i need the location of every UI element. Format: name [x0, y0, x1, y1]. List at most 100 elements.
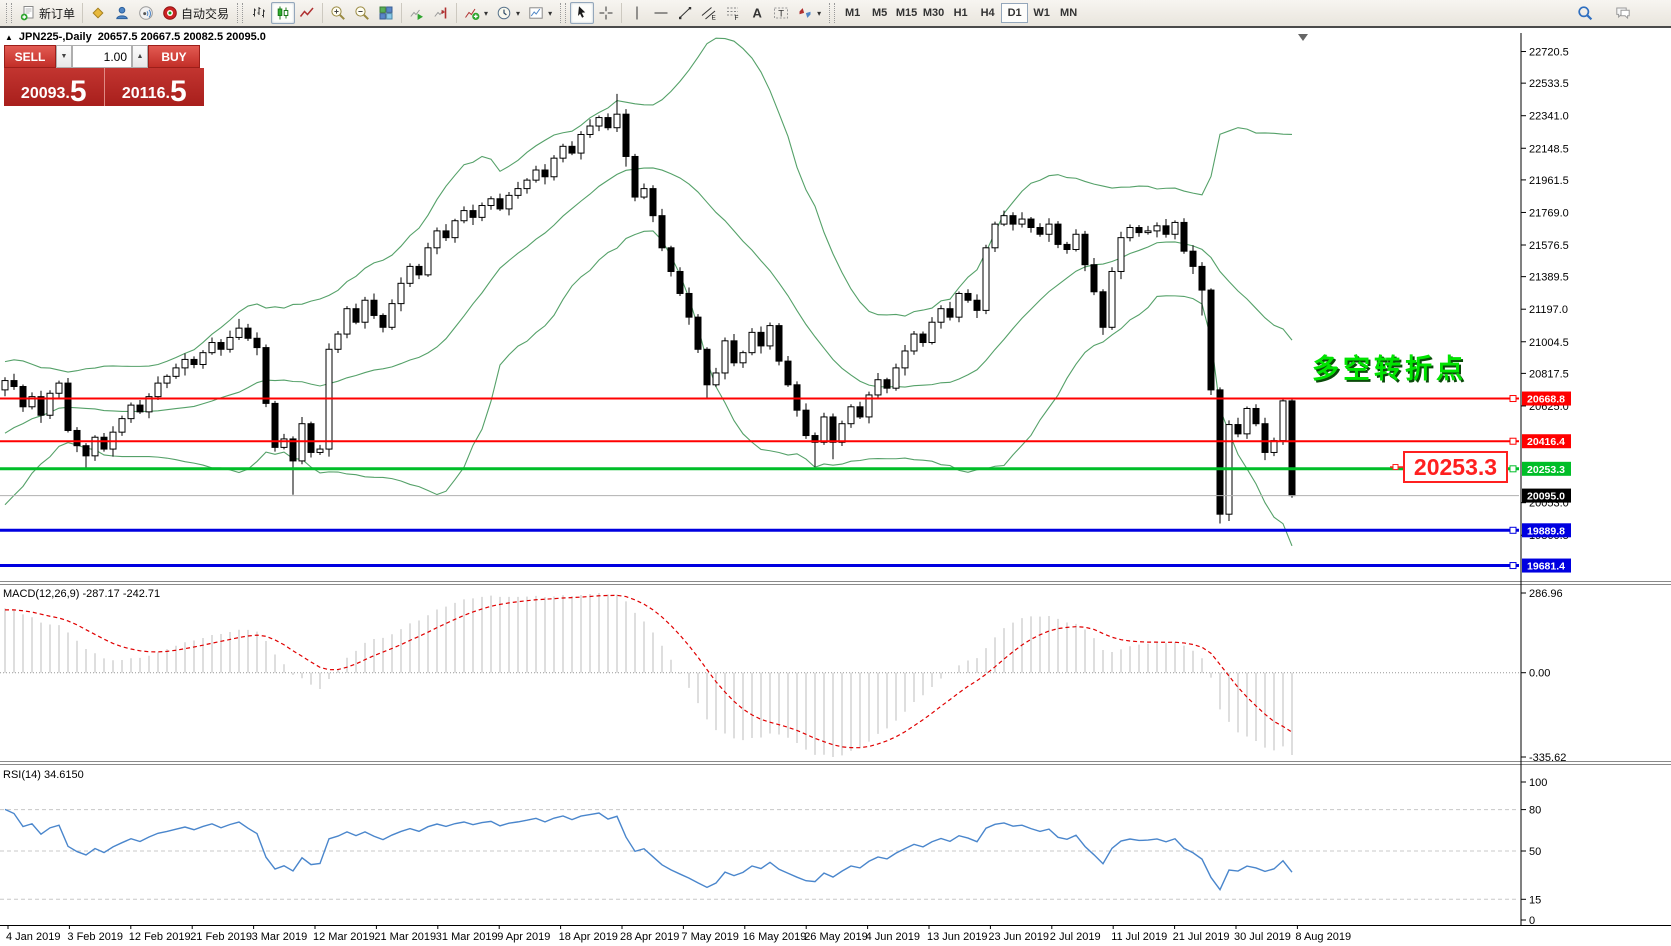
hline-anchor[interactable]	[1509, 437, 1517, 445]
shift-marker-icon[interactable]	[1298, 34, 1308, 41]
bear-candle	[217, 342, 225, 350]
hline-anchor[interactable]	[1509, 465, 1517, 473]
chart-background[interactable]	[0, 28, 1671, 946]
auto-scroll-button[interactable]	[405, 2, 429, 24]
bear-candle	[1162, 225, 1170, 235]
bull-candle	[460, 210, 468, 222]
new-chart-button[interactable]	[86, 2, 110, 24]
bull-candle	[874, 379, 882, 396]
signal-button[interactable]	[134, 2, 158, 24]
timeframe-h4-button[interactable]: H4	[980, 7, 995, 19]
date-label: 21 Mar 2019	[374, 931, 436, 943]
timeframe-m1-button[interactable]: M1	[844, 7, 861, 19]
cursor-button[interactable]	[570, 2, 595, 24]
bull-candle	[334, 333, 342, 350]
sell-price[interactable]: 20093. 5	[20, 75, 87, 108]
timeframe-h1-button[interactable]: H1	[953, 7, 968, 19]
ohlc-values: 20657.5 20667.5 20082.5 20095.0	[97, 31, 266, 43]
timeframe-w1-button[interactable]: W1	[1033, 7, 1050, 19]
toolbar-separator	[456, 3, 458, 23]
bull-candle	[433, 230, 441, 249]
timeframe-d1-button[interactable]: D1	[1001, 3, 1029, 23]
price-tick-label: 21004.5	[1529, 337, 1569, 349]
arrows-button[interactable]: ▾	[793, 2, 825, 24]
bull-candle	[118, 418, 126, 433]
price-box-anchor[interactable]	[1392, 464, 1399, 470]
hline-anchor[interactable]	[1509, 395, 1517, 403]
date-label: 13 Jun 2019	[927, 931, 988, 943]
turning-point-annotation[interactable]: 多空转折点	[1312, 353, 1467, 384]
chart-shift-button[interactable]	[429, 2, 453, 24]
toolbar-grip[interactable]	[237, 3, 244, 23]
timeframe-m5-button[interactable]: M5	[871, 7, 888, 19]
toolbar-grip[interactable]	[829, 3, 836, 23]
bull-candle	[514, 188, 522, 196]
fibonacci-button[interactable]: F	[721, 2, 745, 24]
buy-price[interactable]: 20116. 5	[103, 68, 205, 107]
bull-candle	[343, 308, 351, 335]
macd-axis-label: 0.00	[1529, 668, 1550, 680]
bear-candle	[685, 292, 693, 318]
horizontal-line-icon	[654, 12, 668, 14]
volume-increase-button[interactable]: ▲	[132, 45, 148, 68]
zoom-in-button[interactable]	[326, 2, 350, 24]
hline-axis-label-bg	[1522, 391, 1571, 406]
hline-anchor[interactable]	[1509, 526, 1517, 534]
line-chart-button[interactable]	[295, 2, 319, 24]
volume-decrease-button[interactable]: ▼	[56, 45, 72, 68]
text-label-button[interactable]: T	[769, 2, 793, 24]
price-chart-canvas[interactable]: 22720.5 22533.5 22341.0 22148.5 21961.5 21769…	[0, 28, 1671, 946]
timeframe-m15-button[interactable]: M15	[895, 7, 918, 19]
rsi-line[interactable]	[4, 808, 1293, 892]
chat-button[interactable]	[1611, 2, 1635, 24]
bear-candle	[811, 435, 819, 443]
indicators-button[interactable]: ▾	[460, 2, 492, 24]
toolbar-grip[interactable]	[6, 3, 12, 23]
bollinger-upper-band[interactable]	[4, 37, 1293, 373]
bull-candle	[1153, 225, 1161, 232]
bear-candle	[82, 445, 90, 457]
bear-candle	[415, 265, 423, 276]
rsi-axis-label: 50	[1529, 846, 1541, 858]
sell-button[interactable]: SELL	[4, 45, 56, 68]
bull-candle	[361, 299, 369, 323]
bull-candle	[1171, 221, 1179, 235]
equidistant-channel-button[interactable]: E	[697, 2, 721, 24]
bull-candle	[982, 247, 990, 311]
tile-windows-button[interactable]	[374, 2, 398, 24]
auto-scroll-icon	[410, 9, 424, 20]
timeframe-m30-button[interactable]: M30	[922, 7, 945, 19]
trend-line-button[interactable]	[673, 2, 697, 24]
hline-anchor[interactable]	[1509, 562, 1517, 570]
turning-point-shadow: 多空转折点	[1314, 355, 1469, 386]
search-button[interactable]	[1573, 2, 1597, 24]
timeframe-mn-button[interactable]: MN	[1060, 7, 1078, 19]
crosshair-button[interactable]	[594, 2, 618, 24]
profile-button[interactable]	[110, 2, 134, 24]
bear-candle	[1261, 423, 1269, 453]
dropdown-arrow-icon: ▾	[548, 8, 553, 18]
vertical-line-button[interactable]	[625, 2, 649, 24]
date-label: 16 May 2019	[743, 931, 807, 943]
new-order-button[interactable]: 新订单	[16, 2, 79, 24]
zoom-out-button[interactable]	[350, 2, 374, 24]
date-label: 4 Jun 2019	[866, 931, 920, 943]
buy-button[interactable]: BUY	[148, 45, 200, 68]
price-tick-label: 22341.0	[1529, 111, 1569, 123]
text-button[interactable]: A	[745, 2, 769, 24]
bull-candle	[28, 396, 36, 408]
price-box[interactable]	[1403, 451, 1508, 483]
collapse-chart-icon[interactable]: ▲	[5, 32, 13, 42]
periods-button[interactable]: ▾	[492, 2, 524, 24]
price-tick-label: 21576.5	[1529, 240, 1569, 252]
volume-input[interactable]	[72, 45, 132, 68]
candlestick-button[interactable]	[271, 2, 296, 24]
horizontal-line-button[interactable]	[649, 2, 673, 24]
bar-chart-button[interactable]	[247, 2, 271, 24]
templates-button[interactable]: ▾	[524, 2, 556, 24]
toolbar-grip[interactable]	[560, 3, 567, 23]
dropdown-arrow-icon: ▾	[516, 8, 521, 18]
chart-window[interactable]: 22720.5 22533.5 22341.0 22148.5 21961.5 21769…	[0, 28, 1671, 946]
bull-candle	[1243, 407, 1251, 435]
autotrading-button[interactable]: 自动交易	[158, 2, 233, 24]
